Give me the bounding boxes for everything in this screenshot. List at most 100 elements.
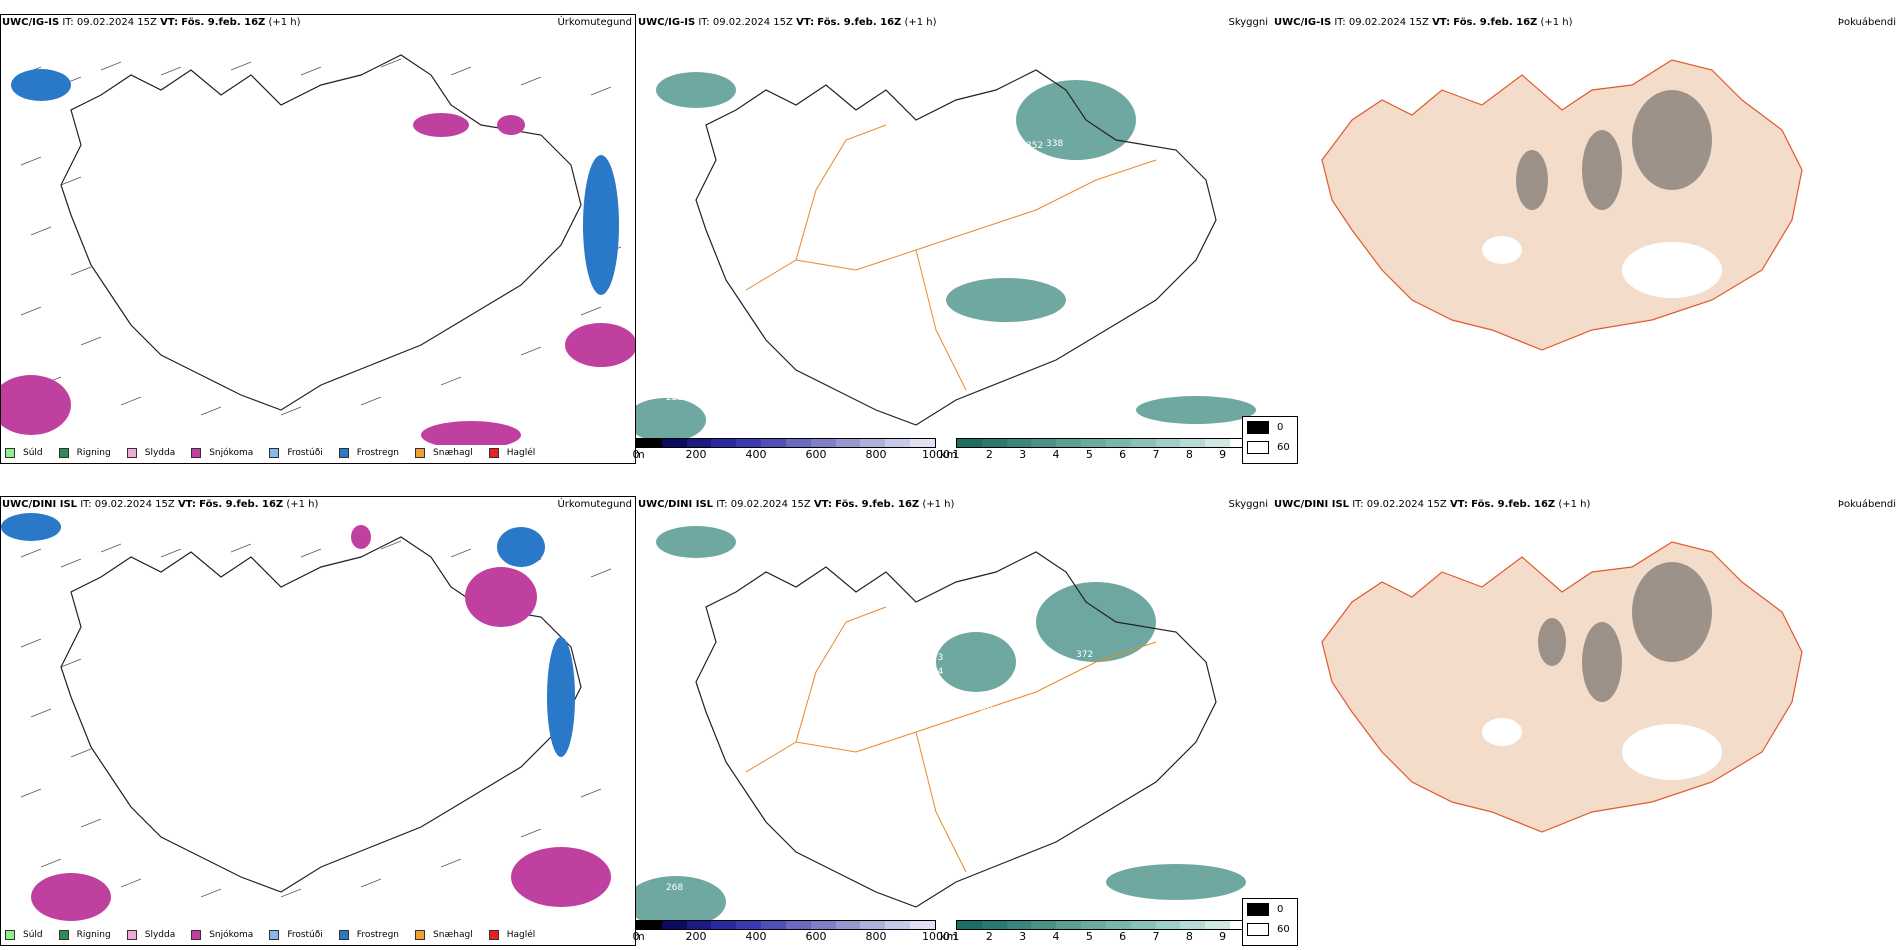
colorbar-segment [885,439,911,447]
init-time: 09.02.2024 15Z [712,17,793,28]
visibility-value-label: 49 [981,705,993,715]
init-time: 09.02.2024 15Z [1348,17,1429,28]
fog-map [1321,541,1803,833]
colorbar-tick: 400 [745,448,767,461]
colorbar-segment [957,921,982,929]
colorbar-tick: 800 [865,930,887,943]
legend-label: Frostúði [287,930,323,940]
colorbar-tick: 600 [805,448,827,461]
colorbar-segment [785,921,811,929]
colorbar-segment [1031,921,1057,929]
fog-panel-row2: UWC/DINI ISL IT: 09.02.2024 15Z VT: Fös.… [1242,496,1900,946]
iceland-fill [1321,59,1803,351]
colorbar-segment [761,921,786,929]
fog-legend: 0 60 [1242,898,1298,946]
visibility-value-label: 338 [1046,139,1063,149]
visibility-value-label: 223 [666,393,683,403]
fog-map [1321,59,1803,351]
visibility-value-label: 45 [1016,585,1027,595]
colorbar-tick: 6 [1119,930,1127,943]
legend-label: Slydda [144,448,176,458]
legend-item: Súld [5,930,43,940]
visibility-m-colorbar: 0 200 400 600 800 1000 [632,920,950,944]
fog-shading [1538,562,1712,702]
colorbar-tick: 9 [1219,448,1227,461]
lead-time: (+1 h) [268,17,301,28]
colorbar-tick: 9 [1219,930,1227,943]
legend-item: Frostregn [338,448,399,458]
valid-time: Fös. 9.feb. 16Z [1471,499,1556,510]
panel-title: Þokuábendi [1837,499,1896,510]
visibility-km-colorbar: 12345678910 [953,920,1263,944]
colorbar-segment [810,921,836,929]
colorbar-segment [910,921,935,929]
colorbar-tick: 0 [632,448,640,461]
colorbar-tick: 7 [1152,930,1160,943]
colorbar-tick: 5 [1085,930,1093,943]
iceland-fill [1321,541,1803,833]
legend-swatch [126,930,137,940]
iceland-outline [695,69,1217,426]
legend-item: Rigning [58,448,111,458]
snow-areas [31,525,611,921]
precip-type-panel-row1: UWC/IG-IS IT: 09.02.2024 15Z VT: Fös. 9.… [0,14,636,464]
visibility-panel-row2: UWC/DINI ISL IT: 09.02.2024 15Z VT: Fös.… [632,496,1272,946]
legend-swatch [488,930,499,940]
colorbar-segment [1031,439,1057,447]
legend-item: Frostúði [269,930,323,940]
colorbar-tick: 8 [1185,448,1193,461]
colorbar-tick: 1000 [922,448,950,461]
legend-label: Snjókoma [209,930,254,940]
legend-swatch [126,448,137,458]
visibility-value-label: 773 [926,653,943,663]
colorbar-segment [835,439,861,447]
lead-time: (+1 h) [1540,17,1573,28]
colorbar-tick: 0 [632,930,640,943]
legend-label: Rigning [76,448,111,458]
colorbar-segment [1105,439,1131,447]
colorbar-segment [860,921,886,929]
fog-legend-item: 0 [1243,899,1297,919]
colorbar-segment [1155,921,1181,929]
legend-item: Rigning [58,930,111,940]
legend-swatch [269,448,280,458]
model-name: UWC/DINI ISL [1274,499,1350,510]
precip-legend: Súld Rigning Slydda Snjókoma Frostúði Frostre… [5,927,549,943]
legend-label: Slydda [144,930,176,940]
colorbar-tick: 600 [805,930,827,943]
map-frame: Súld Rigning Slydda Snjókoma Frostúði Frostre… [0,14,636,464]
fog-legend-swatch [1247,902,1269,916]
legend-item: Haglél [488,448,535,458]
init-time: 09.02.2024 15Z [1366,499,1447,510]
glaciers [1482,718,1722,780]
lead-time: (+1 h) [286,499,319,510]
colorbar-segment [661,921,687,929]
visibility-value-label: 394 [926,667,943,677]
panel-title: Úrkomutegund [557,17,632,28]
legend-swatch [5,448,15,458]
legend-item: Súld [5,448,43,458]
fog-legend-label: 60 [1277,923,1290,935]
visibility-value-labels: 268 247 466 372 773 394 49 45 268 [666,585,1093,893]
legend-swatch [488,448,499,458]
legend-label: Rigning [76,930,111,940]
iceland-outline [695,551,1217,908]
legend-item: Haglél [488,930,535,940]
colorbar-segment [810,439,836,447]
colorbar-segment [1056,439,1082,447]
colorbar-tick: 1 [952,448,960,461]
precip-legend: Súld Rigning Slydda Snjókoma Frostúði Frostre… [5,445,549,461]
legend-swatch [269,930,280,940]
model-name: UWC/IG-IS [2,17,60,28]
fog-legend-swatch [1247,440,1269,454]
panel-title: Úrkomutegund [557,499,632,510]
colorbar-segment [1180,921,1206,929]
road-network [745,606,1157,873]
visibility-km-unit: km [940,930,958,943]
legend-swatch [415,448,426,458]
visibility-value-label: 352 [1026,141,1043,151]
visibility-value-label: 268 [666,883,683,893]
freezing-rain-areas [1,513,575,757]
fog-legend-item: 60 [1243,919,1297,939]
